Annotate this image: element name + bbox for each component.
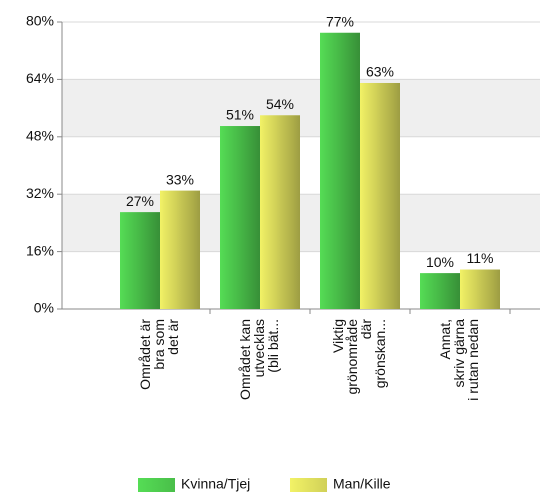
value-label: 51% (226, 107, 254, 123)
y-tick-label: 0% (34, 300, 54, 316)
x-tick-label: Området ärbra somdet är (137, 319, 181, 390)
value-label: 11% (467, 250, 494, 266)
y-tick-label: 48% (26, 128, 54, 144)
x-tick-label: Viktiggrönområdedärgrönskan... (330, 319, 388, 395)
legend-label: Kvinna/Tjej (181, 476, 250, 492)
bar-shade (320, 32, 360, 309)
value-label: 10% (426, 254, 454, 270)
bar-shade (420, 273, 460, 309)
y-tick-label: 80% (26, 13, 54, 29)
value-label: 63% (366, 64, 394, 80)
legend-swatch-shade (290, 478, 327, 492)
value-label: 27% (126, 193, 154, 209)
bar-shade (220, 126, 260, 309)
x-tick-label: Annat,skriv gärnai rutan nedan (437, 319, 481, 401)
grid-band (62, 79, 540, 137)
bar-shade (360, 82, 400, 309)
legend-swatch-shade (138, 478, 175, 492)
value-label: 77% (326, 13, 354, 29)
x-tick-label: Området kanutvecklas(bli bät... (237, 319, 281, 400)
legend-label: Man/Kille (333, 476, 391, 492)
bar-shade (160, 190, 200, 309)
value-label: 54% (266, 96, 294, 112)
y-tick-label: 32% (26, 185, 54, 201)
bar-shade (260, 115, 300, 310)
bar-shade (460, 269, 500, 309)
y-tick-label: 64% (26, 70, 54, 86)
value-label: 33% (166, 171, 194, 187)
y-tick-label: 16% (26, 242, 54, 258)
bar-shade (120, 212, 160, 309)
